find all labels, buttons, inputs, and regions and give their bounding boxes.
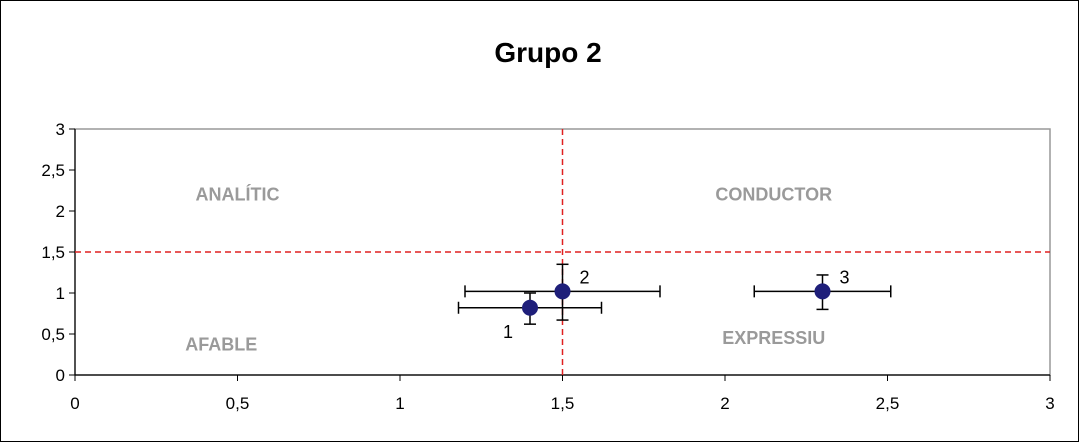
x-tick-label: 0 — [70, 394, 79, 413]
quadrant-labels: ANALÍTIC CONDUCTOR AFABLE EXPRESSIU — [185, 184, 832, 355]
x-tick-label: 1,5 — [551, 394, 575, 413]
quadrant-label: CONDUCTOR — [715, 185, 832, 205]
y-tick-label: 2 — [56, 202, 65, 221]
data-points — [522, 283, 831, 316]
point-label-1: 1 — [503, 322, 513, 342]
point-label-3: 3 — [839, 267, 849, 287]
y-tick-label: 0 — [56, 366, 65, 385]
data-point-3 — [814, 283, 831, 300]
point-label-2: 2 — [579, 267, 589, 287]
x-tick-label: 2 — [720, 394, 729, 413]
x-tick-label: 3 — [1045, 394, 1054, 413]
data-point-1 — [522, 299, 538, 316]
x-tick-label: 0,5 — [226, 394, 250, 413]
y-tick-label: 3 — [56, 120, 65, 139]
x-tick-label: 1 — [395, 394, 404, 413]
y-tick-label: 1 — [56, 284, 65, 303]
quadrant-label: ANALÍTIC — [196, 184, 280, 205]
y-tick-label: 1,5 — [41, 243, 65, 262]
quadrant-label: EXPRESSIU — [722, 328, 825, 348]
data-point-2 — [554, 283, 571, 300]
tick-labels: 0 0,5 1 1,5 2 2,5 3 0 0,5 1 1,5 2 2,5 3 — [41, 120, 1054, 413]
quadrant-label: AFABLE — [185, 335, 257, 355]
x-tick-label: 2,5 — [876, 394, 900, 413]
chart-title: Grupo 2 — [494, 37, 601, 68]
point-labels: 1 2 3 — [503, 267, 850, 341]
y-tick-label: 2,5 — [41, 161, 65, 180]
reference-lines — [75, 129, 1050, 375]
y-tick-label: 0,5 — [41, 325, 65, 344]
